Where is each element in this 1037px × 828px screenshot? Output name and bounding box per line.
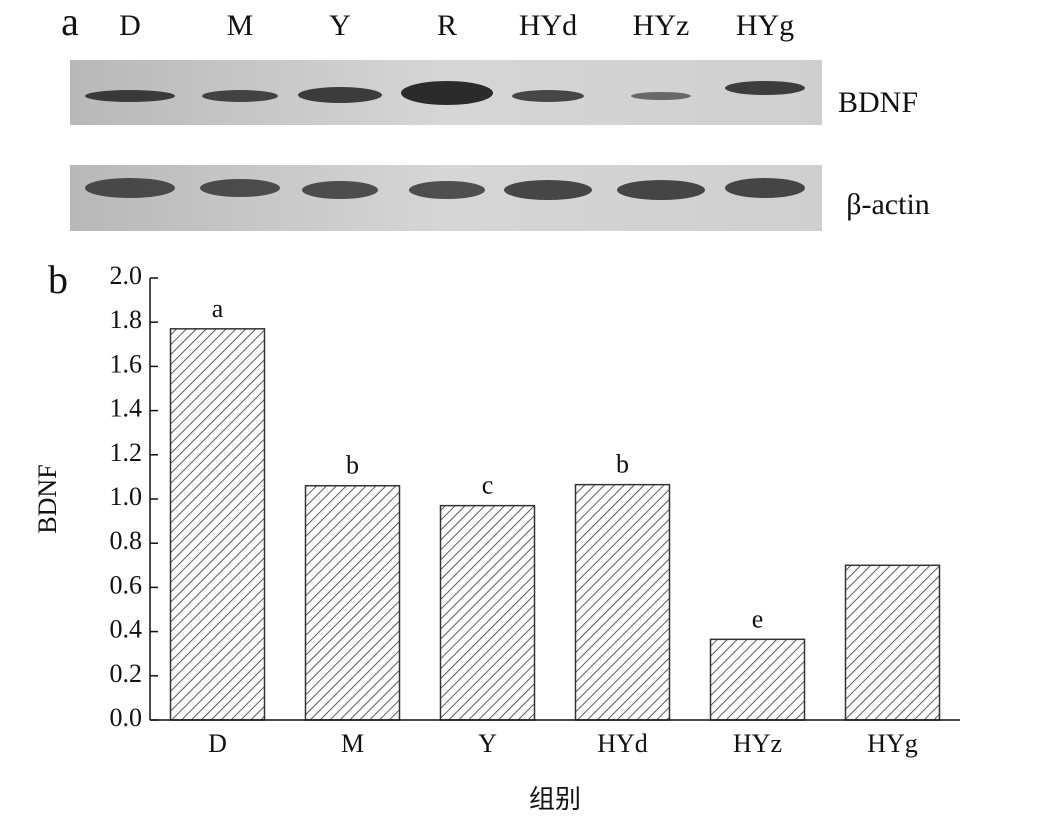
lane-label: HYd <box>519 9 577 42</box>
bar <box>304 484 401 721</box>
blot-row-label: BDNF <box>838 86 918 119</box>
x-tick-label: HYg <box>867 729 918 758</box>
significance-label: a <box>212 294 224 323</box>
bar <box>709 638 806 721</box>
x-axis-label: 组别 <box>529 785 581 814</box>
x-tick-label: HYz <box>733 729 782 758</box>
x-tick-label: M <box>341 729 364 758</box>
x-tick-label: Y <box>478 729 497 758</box>
y-tick-label: 0.0 <box>110 703 143 732</box>
blot-row-label: β-actin <box>846 188 930 221</box>
lane-label: R <box>437 9 457 42</box>
x-tick-label: HYd <box>597 729 648 758</box>
bar <box>574 483 671 721</box>
y-tick-label: 1.2 <box>110 438 143 467</box>
lane-label: Y <box>329 9 351 42</box>
y-tick-label: 0.8 <box>110 526 143 555</box>
blot-bands <box>85 81 805 200</box>
y-tick-label: 0.6 <box>110 570 143 599</box>
y-tick-label: 0.2 <box>110 659 143 688</box>
y-tick-label: 1.0 <box>110 482 143 511</box>
significance-label: b <box>616 450 629 479</box>
y-tick-label: 1.6 <box>110 349 143 378</box>
lane-label: M <box>227 9 254 42</box>
lane-label: HYg <box>736 9 794 42</box>
y-tick-label: 2.0 <box>110 261 143 290</box>
panel-label: a <box>61 0 79 44</box>
bar <box>439 504 536 721</box>
bar <box>844 564 941 721</box>
y-tick-label: 1.4 <box>110 394 143 423</box>
x-tick-label: D <box>208 729 227 758</box>
lane-label: HYz <box>633 9 690 42</box>
significance-label: e <box>752 604 764 633</box>
lane-label: D <box>119 9 141 42</box>
significance-label: c <box>482 471 494 500</box>
bar <box>169 328 266 721</box>
y-axis-label: BDNF <box>33 464 62 533</box>
y-tick-label: 0.4 <box>110 615 143 644</box>
panel-label: b <box>48 257 68 302</box>
significance-label: b <box>346 451 359 480</box>
y-tick-label: 1.8 <box>110 305 143 334</box>
